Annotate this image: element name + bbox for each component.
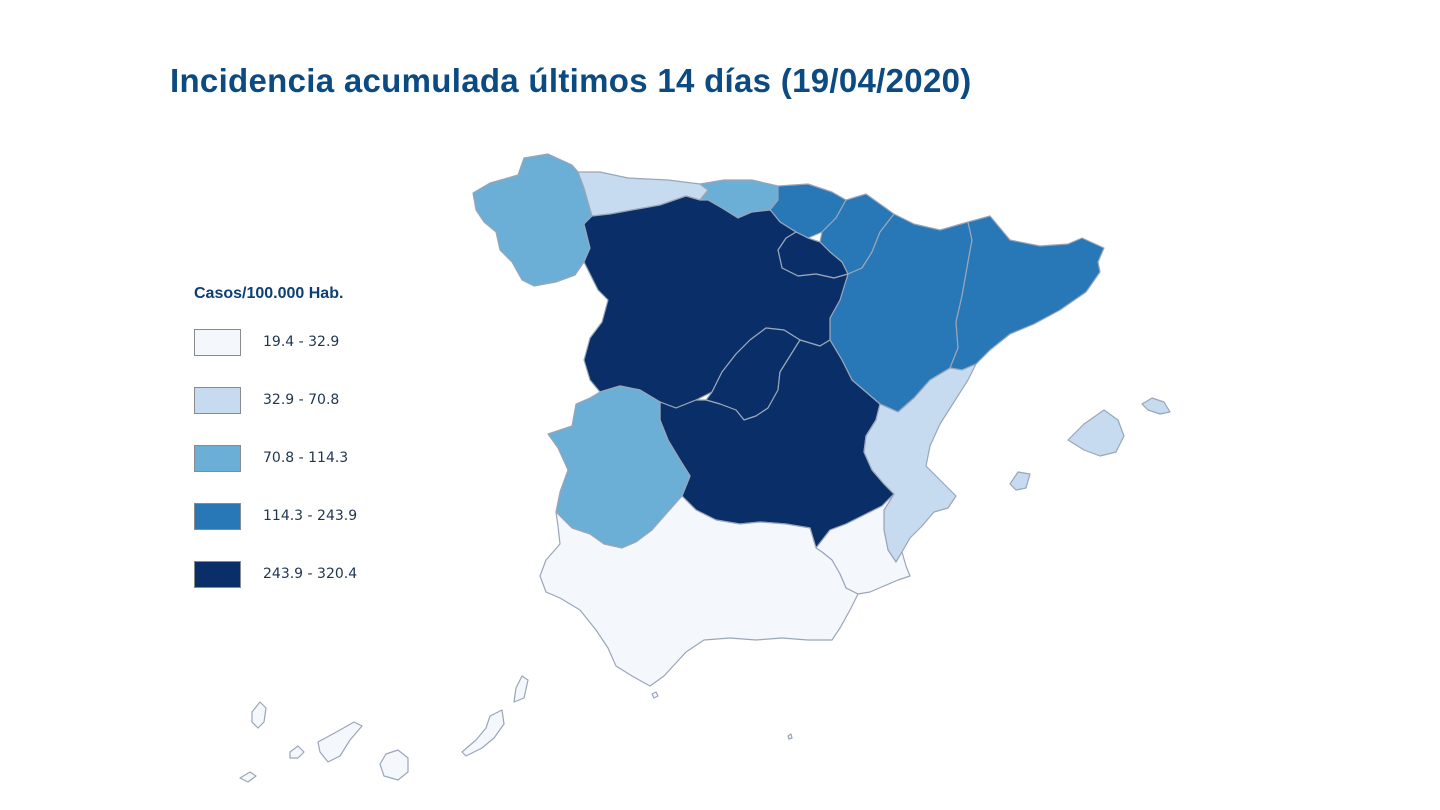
legend-label-1: 19.4 - 32.9 bbox=[263, 334, 340, 350]
region-castilla-y-leon[interactable] bbox=[583, 195, 849, 409]
legend-item-3: 70.8 - 114.3 bbox=[194, 443, 454, 473]
region-islas-canarias-lanzarote[interactable] bbox=[513, 675, 529, 703]
legend-label-5: 243.9 - 320.4 bbox=[263, 566, 358, 582]
region-islas-baleares[interactable] bbox=[1067, 409, 1125, 457]
legend-swatch-4 bbox=[194, 502, 241, 530]
legend-title: Casos/100.000 Hab. bbox=[194, 285, 344, 302]
legend-item-4: 114.3 - 243.9 bbox=[194, 501, 454, 531]
region-islas-canarias-gran-canaria[interactable] bbox=[379, 749, 409, 781]
region-islas-canarias-el-hierro[interactable] bbox=[239, 771, 257, 783]
legend-item-5: 243.9 - 320.4 bbox=[194, 559, 454, 589]
region-islas-canarias-fuerteventura[interactable] bbox=[461, 709, 505, 757]
legend-label-2: 32.9 - 70.8 bbox=[263, 392, 340, 408]
legend-swatch-3 bbox=[194, 444, 241, 472]
region-galicia[interactable] bbox=[472, 153, 593, 287]
legend-label-4: 114.3 - 243.9 bbox=[263, 508, 358, 524]
region-islas-canarias-tenerife[interactable] bbox=[317, 721, 363, 763]
region-andalucia[interactable] bbox=[539, 495, 859, 687]
region-comunidad-valenciana[interactable] bbox=[863, 363, 977, 563]
legend-item-2: 32.9 - 70.8 bbox=[194, 385, 454, 415]
legend: Casos/100.000 Hab. 19.4 - 32.9 32.9 - 70… bbox=[194, 285, 454, 617]
legend-swatch-1 bbox=[194, 328, 241, 356]
legend-swatch-5 bbox=[194, 560, 241, 588]
legend-label-3: 70.8 - 114.3 bbox=[263, 450, 349, 466]
map-title: Incidencia acumulada últimos 14 días (19… bbox=[170, 62, 972, 99]
region-ceuta[interactable] bbox=[651, 691, 659, 699]
region-islas-canarias-la-gomera[interactable] bbox=[289, 745, 305, 759]
legend-swatch-2 bbox=[194, 386, 241, 414]
region-islas-baleares-ibiza[interactable] bbox=[1009, 471, 1031, 491]
region-islas-baleares-menorca[interactable] bbox=[1141, 397, 1171, 415]
region-melilla[interactable] bbox=[787, 733, 793, 740]
region-cataluna[interactable] bbox=[949, 215, 1105, 371]
region-islas-canarias-la-palma[interactable] bbox=[251, 701, 267, 729]
legend-item-1: 19.4 - 32.9 bbox=[194, 327, 454, 357]
